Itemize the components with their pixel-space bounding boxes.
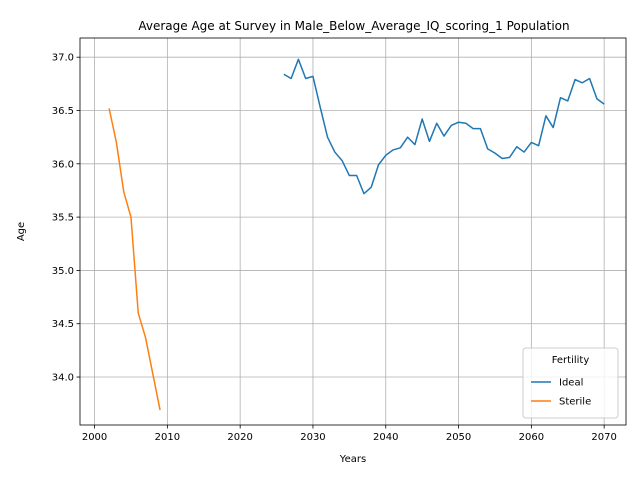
axis-ticks: 2000 2010 2020 2030 2040 2050 2060 2070 34.0 34.5… [52, 53, 617, 443]
x-tick-label: 2070 [591, 432, 616, 443]
x-axis-label: Years [339, 454, 366, 465]
x-tick-label: 2030 [300, 432, 325, 443]
y-tick-label: 37.0 [52, 53, 74, 64]
legend-entries: Ideal Sterile [531, 378, 591, 408]
chart-title: Average Age at Survey in Male_Below_Aver… [138, 19, 569, 33]
y-axis-label: Age [16, 222, 27, 241]
y-tick-label: 34.5 [52, 319, 74, 330]
plot-frame [79, 37, 627, 426]
y-tick-label: 36.0 [52, 159, 74, 170]
x-tick-label: 2010 [155, 432, 180, 443]
x-tick-label: 2050 [446, 432, 471, 443]
series-lines [108, 58, 605, 411]
x-tick-label: 2020 [227, 432, 252, 443]
x-tick-label: 2000 [82, 432, 107, 443]
legend-label-ideal: Ideal [559, 378, 583, 389]
x-tick-label: 2060 [519, 432, 544, 443]
legend-title: Fertility [552, 355, 590, 366]
legend: Fertility Ideal Sterile [522, 347, 619, 419]
x-tick-label: 2040 [373, 432, 398, 443]
legend-label-sterile: Sterile [559, 397, 591, 408]
y-tick-label: 35.5 [52, 213, 74, 224]
series-line-sterile [108, 108, 161, 411]
y-tick-label: 36.5 [52, 106, 74, 117]
series-line-ideal [283, 58, 605, 195]
y-tick-label: 35.0 [52, 266, 74, 277]
y-tick-label: 34.0 [52, 373, 74, 384]
grid-lines [80, 38, 626, 425]
